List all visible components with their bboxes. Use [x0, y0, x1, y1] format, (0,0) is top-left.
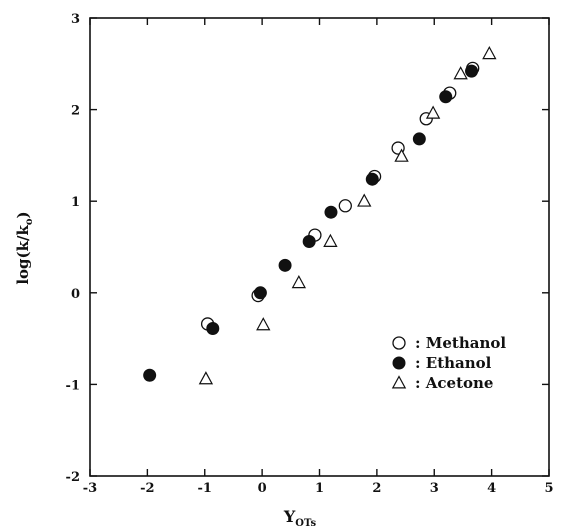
data-point-open-triangle [256, 317, 271, 331]
legend-label: : Methanol [415, 334, 506, 352]
data-point-filled-circle [253, 286, 267, 300]
data-point-open-triangle [291, 274, 307, 289]
y-tick-label: -1 [66, 378, 80, 393]
legend-label: : Ethanol [415, 354, 492, 372]
legend-marker-open-triangle [391, 375, 407, 389]
data-point-filled-circle [465, 64, 479, 78]
series-open-triangle [198, 45, 497, 385]
data-point-filled-circle [206, 322, 220, 336]
data-point-filled-circle [324, 205, 338, 219]
x-tick-label: -2 [140, 481, 154, 496]
y-axis-label: log(k/ko) [14, 211, 35, 284]
data-point-open-triangle [394, 148, 409, 162]
x-tick-label: -3 [83, 481, 97, 496]
legend: : Methanol : Ethanol : Acetone [391, 334, 506, 392]
data-point-open-triangle [323, 233, 338, 247]
data-point-filled-circle [302, 235, 316, 249]
y-axis-label-main: log(k/k [14, 225, 32, 285]
x-tick-label: 1 [315, 481, 324, 496]
x-tick-label: 3 [430, 481, 439, 496]
data-point-open-triangle [453, 66, 468, 80]
data-point-filled-circle [439, 90, 453, 104]
data-point-filled-circle [365, 172, 379, 186]
data-point-open-triangle [198, 371, 214, 385]
y-tick-label: 2 [71, 104, 80, 119]
data-point-filled-circle [143, 368, 157, 382]
x-axis-label-sub: OTs [295, 518, 316, 529]
y-axis-label-close: ) [14, 211, 32, 218]
data-point-open-triangle [425, 105, 441, 119]
data-point-open-triangle [357, 193, 372, 207]
y-tick-label: 0 [71, 287, 80, 302]
data-point-open-triangle [482, 45, 497, 60]
data-point-filled-circle [412, 132, 426, 146]
legend-label: : Acetone [415, 374, 493, 392]
y-tick-label: 3 [71, 12, 80, 27]
legend-marker-filled-circle [392, 356, 406, 370]
plot-frame [89, 17, 550, 477]
x-tick-label: 0 [258, 481, 267, 496]
x-tick-label: 4 [487, 481, 496, 496]
y-axis-label-sub: o [24, 218, 35, 225]
x-axis-label-main: Y [283, 507, 296, 526]
axes [89, 17, 550, 477]
data-point-open-circle [338, 199, 352, 213]
x-tick-label: 5 [544, 481, 553, 496]
legend-marker-open-circle [392, 336, 406, 350]
data-point-filled-circle [278, 258, 292, 272]
x-axis-label: YOTs [283, 507, 317, 529]
series-filled-circle [143, 64, 479, 382]
y-tick-label: -2 [66, 470, 80, 485]
y-tick-label: 1 [71, 195, 80, 210]
x-tick-label: 2 [372, 481, 381, 496]
series-open-circle [200, 61, 480, 331]
x-tick-label: -1 [198, 481, 212, 496]
data-points [143, 45, 497, 385]
